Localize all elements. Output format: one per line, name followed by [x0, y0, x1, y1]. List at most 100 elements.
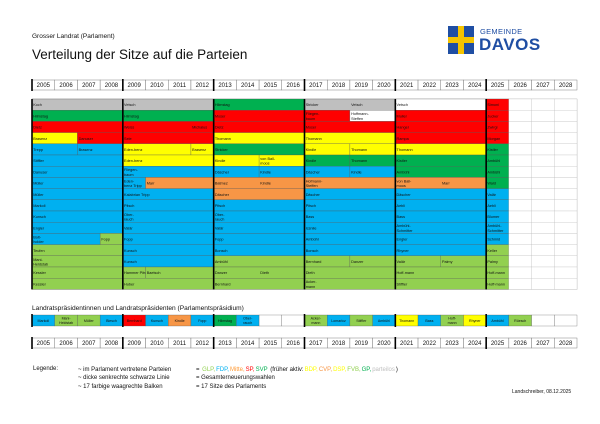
legend-meanings: = GLP,FDP,Mitte,SP,SVP (früher aktiv:BDP…: [196, 366, 399, 391]
seat-bar-2-6: [395, 110, 487, 122]
seat-name-14-4-1: Bonsch: [306, 249, 319, 253]
year-header-label-2028: 2028: [559, 83, 573, 89]
seat-name-15-7-1: Palmy: [442, 260, 453, 264]
seat-bar-17-2: [122, 278, 214, 290]
seat-name-2-5-1a: Hoffmann-: [351, 112, 369, 116]
seat-name-17-6-1: Hoff-mann: [487, 282, 505, 286]
seat-name-14-2-1: Kunsch: [124, 249, 137, 253]
seat-bar-17-4: [304, 278, 396, 290]
seat-name-7-1-1: Danuser: [33, 170, 48, 174]
seat-name-10-1-1: Markoli: [33, 204, 45, 208]
seat-name-4-4-1: Thomann: [215, 137, 231, 141]
seat-name-13-7-1: Schmid: [487, 238, 500, 242]
seat-name-5-8-1: Thomann: [397, 148, 413, 152]
seat-empty-15-2028: [554, 255, 578, 268]
seat-name-1-4-1: Stricker: [306, 103, 320, 107]
page-title: Verteilung der Sitze auf die Parteien: [32, 47, 248, 62]
seat-name-17-5-1: Stiffler: [397, 282, 408, 286]
seat-empty-9-2027: [531, 188, 555, 200]
seat-empty-3-2027: [531, 121, 555, 133]
year-footer-label-2010: 2010: [150, 341, 164, 347]
seat-name-4-1-1: Brasenz: [33, 137, 47, 141]
presidium-name-2008: Biesch: [106, 319, 117, 323]
seat-bar-12-4: [304, 222, 396, 234]
seat-name-17-3-1: Bernhard: [215, 282, 231, 286]
seat-name-12-4-1: Icsnile: [306, 226, 317, 230]
seat-name-11-1-1: Kunsch: [33, 215, 46, 219]
seat-name-11-2-1a: Ober-: [124, 213, 134, 217]
seat-name-9-4-1: Däscher: [306, 193, 321, 197]
year-footer-label-2006: 2006: [59, 341, 73, 347]
seat-name-13-1-1a: Bolt-: [33, 235, 42, 239]
seat-empty-5-2026: [508, 143, 532, 156]
legend-prefix: =: [196, 367, 202, 373]
presidium-name-2012: Fopp: [198, 319, 206, 323]
seat-bar-3-1: [31, 121, 123, 133]
seat-bar-10-3: [213, 199, 305, 212]
seat-bar-8-1: [31, 177, 123, 189]
seat-empty-13-2028: [554, 233, 578, 245]
seat-name-16-4-1: Danzer: [215, 271, 228, 275]
seat-name-5-7-1: Thomann: [351, 148, 367, 152]
year-header-label-2006: 2006: [59, 83, 73, 89]
seat-name-5-3-1: Eden-benz: [124, 148, 142, 152]
seat-name-2-5-1b: Steffen: [351, 117, 363, 121]
year-footer-label-2014: 2014: [241, 341, 255, 347]
seat-name-4-2-1: Danuser: [79, 137, 94, 141]
year-header-label-2009: 2009: [128, 83, 142, 89]
seat-name-15-6-1: Valär: [397, 260, 406, 264]
year-footer-label-2023: 2023: [445, 341, 459, 347]
seat-name-8-4-1: Batmez: [215, 182, 228, 186]
seat-name-12-3-1: Valär: [215, 226, 224, 230]
seat-name-10-6-1: Aebli: [487, 204, 496, 208]
seat-name-15-1-1b: Heldstab: [33, 262, 48, 266]
seat-name-8-6-1a: von Ball-: [397, 179, 413, 183]
seat-name-8-4-2: Kindle: [260, 182, 271, 186]
year-footer-label-2012: 2012: [196, 341, 210, 347]
legend-label: Legende:: [33, 366, 59, 372]
seat-empty-6-2026: [508, 154, 532, 167]
legend-desc-separator: ~ dicke senkrechte schwarze Linie: [78, 375, 170, 382]
seat-empty-9-2028: [554, 188, 578, 200]
year-header-label-2007: 2007: [82, 83, 96, 89]
legend-earlier-party-cvp: CVP,: [318, 367, 333, 373]
seat-empty-13-2027: [531, 233, 555, 245]
seat-name-7-8-1: Ambühl: [487, 170, 500, 174]
year-footer-label-2016: 2016: [286, 341, 300, 347]
seat-bar-1-1: [31, 98, 123, 111]
presidium-name-2023b: mann: [448, 321, 457, 325]
seat-name-6-7-1: Kistler: [397, 159, 408, 163]
legend-party-svp: SVP: [255, 367, 268, 373]
presidium-name-2005: Markoli: [38, 319, 50, 323]
seat-empty-7-2028: [554, 166, 578, 178]
presidium-name-2014b: rauch: [243, 321, 252, 325]
seat-name-16-1-1: Kessler: [33, 271, 46, 275]
legend-party-glp: GLP,: [202, 367, 216, 373]
presidium-name-2026: Rüesch: [514, 319, 526, 323]
seat-empty-2-2026: [508, 110, 532, 122]
presidium-name-2020: Ambühl: [378, 319, 390, 323]
seat-bar-13-6: [395, 233, 487, 245]
seat-empty-17-2027: [531, 278, 555, 290]
year-header-cell-2028: [554, 79, 578, 91]
seat-name-13-1-1b: holder: [33, 240, 44, 244]
seat-name-12-1-1: Engler: [33, 226, 45, 230]
seat-bar-9-1: [31, 188, 123, 200]
year-header-label-2005: 2005: [37, 83, 51, 89]
seat-empty-12-2027: [531, 222, 555, 234]
seat-name-1-3-1: Hilmstag: [215, 103, 230, 107]
presidium-name-2018: Lomaricz: [331, 319, 346, 323]
logo-text-gemeinde: GEMEINDE: [480, 27, 523, 36]
legend-party-fdp: FDP,: [216, 367, 229, 373]
seat-name-6-2-1: Eden-benz: [124, 159, 142, 163]
seat-empty-8-2027: [531, 177, 555, 189]
seat-bar-12-3: [213, 222, 305, 234]
seat-name-14-6-1: Keller: [487, 249, 497, 253]
seat-empty-6-2027: [531, 154, 555, 167]
year-footer-label-2026: 2026: [514, 341, 528, 347]
seat-bar-13-3: [122, 233, 214, 245]
seat-name-7-2-1b: baum: [124, 173, 133, 177]
seat-empty-1-2027: [531, 98, 555, 111]
seat-name-16-2-1: Hammer Pitsch: [124, 271, 150, 275]
